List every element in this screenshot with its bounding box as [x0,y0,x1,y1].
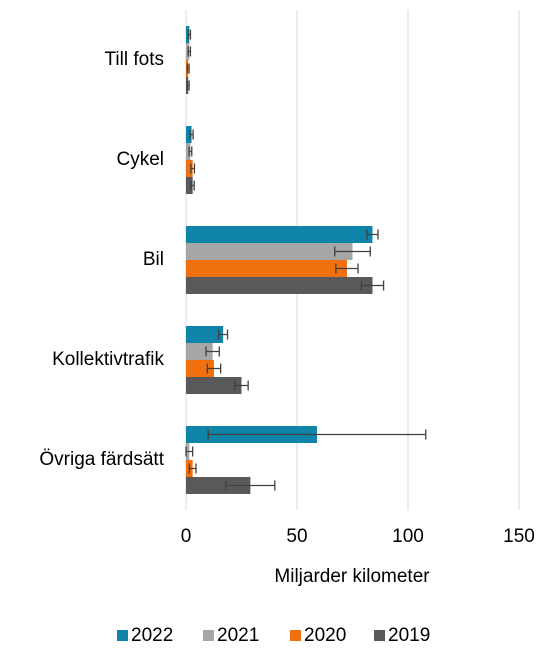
error-bar [188,146,193,157]
error-bar [187,46,192,57]
error-bar [187,29,192,40]
legend-swatch [374,630,385,641]
bar [186,243,353,260]
error-bar [188,463,197,474]
legend-swatch [290,630,301,641]
error-bar [186,63,190,74]
bar [186,260,347,277]
bar [186,226,373,243]
error-bar [234,380,249,391]
bar [186,377,242,394]
bar [186,126,192,143]
x-tick-label: 0 [181,526,192,547]
error-bar [186,80,190,91]
bar [186,177,193,194]
y-tick-label: Kollektivtrafik [52,349,164,370]
bar [186,143,191,160]
x-axis-title: Miljarder kilometer [274,566,430,587]
error-bar [189,129,194,140]
error-bar [190,163,196,174]
error-bar [360,280,385,291]
x-tick-label: 100 [392,526,424,547]
y-tick-label: Cykel [116,149,164,170]
error-bar [185,446,194,457]
y-tick-label: Till fots [105,49,164,70]
x-tick-label: 50 [286,526,307,547]
bar [186,160,193,177]
error-bar [217,329,229,340]
legend-label: 2022 [131,625,173,646]
legend-swatch [203,630,214,641]
legend-label: 2020 [304,625,346,646]
legend-label: 2019 [388,625,430,646]
error-bar [225,480,276,491]
error-bar [205,346,220,357]
y-tick-label: Övriga färdsätt [39,449,164,470]
error-bar [366,229,379,240]
error-bar [190,180,195,191]
bar [186,326,224,343]
legend-swatch [117,630,128,641]
error-bar [335,263,359,274]
y-tick-label: Bil [143,249,164,270]
error-bar [207,429,427,440]
legend-label: 2021 [217,625,259,646]
x-tick-label: 150 [503,526,535,547]
bar [186,277,373,294]
bar [186,477,251,494]
error-bar [206,363,222,374]
error-bar [334,246,371,257]
